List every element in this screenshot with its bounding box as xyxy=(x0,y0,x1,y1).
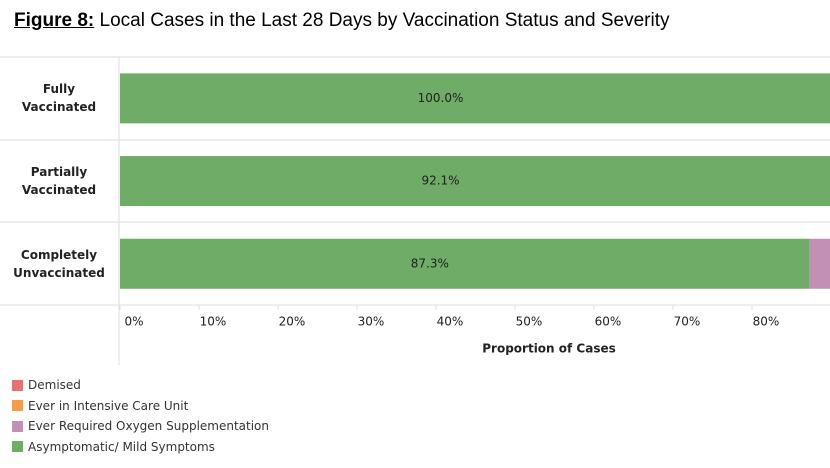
x-tick-label: 80% xyxy=(753,315,780,329)
chart-title-block: Figure 8: Local Cases in the Last 28 Day… xyxy=(14,10,669,32)
x-tick-label: 60% xyxy=(595,315,622,329)
legend-item: Ever in Intensive Care Unit xyxy=(12,399,188,413)
y-tick-label: Completely Unvaccinated xyxy=(13,247,105,280)
chart-title: Local Cases in the Last 28 Days by Vacci… xyxy=(99,10,670,31)
bar-segment xyxy=(120,238,810,289)
x-axis-title: Proportion of Cases xyxy=(482,342,616,356)
figure-label: Figure 8: xyxy=(14,10,95,31)
bar-segment xyxy=(120,73,830,124)
legend-label: Asymptomatic/ Mild Symptoms xyxy=(28,439,215,454)
legend-swatch xyxy=(12,420,23,432)
x-tick-label: 50% xyxy=(516,315,543,329)
legend-label: Ever in Intensive Care Unit xyxy=(28,398,189,413)
legend-item: Asymptomatic/ Mild Symptoms xyxy=(12,440,215,454)
legend-label: Ever Required Oxygen Supplementation xyxy=(28,419,270,433)
legend-swatch xyxy=(12,400,23,411)
legend-item: Demised xyxy=(12,378,81,392)
bar-segment xyxy=(120,156,830,207)
legend-item: Ever Required Oxygen Supplementation xyxy=(12,419,269,433)
x-tick-label: 30% xyxy=(358,315,385,329)
x-tick-label: 0% xyxy=(124,315,143,329)
x-tick-label: 70% xyxy=(674,315,701,329)
legend-label: Demised xyxy=(28,378,81,392)
data-label: 92.1% xyxy=(421,174,459,188)
legend-swatch xyxy=(12,379,23,391)
data-label: 87.3% xyxy=(411,256,449,270)
y-tick-label: Partially Vaccinated xyxy=(21,165,97,198)
bar-segment xyxy=(809,238,830,289)
data-label: 100.0% xyxy=(418,91,464,105)
x-tick-label: 40% xyxy=(437,315,464,329)
y-tick-label: Fully Vaccinated xyxy=(21,82,97,115)
x-tick-label: 20% xyxy=(279,315,306,329)
x-tick-label: 10% xyxy=(200,315,227,329)
legend-swatch xyxy=(12,441,23,452)
